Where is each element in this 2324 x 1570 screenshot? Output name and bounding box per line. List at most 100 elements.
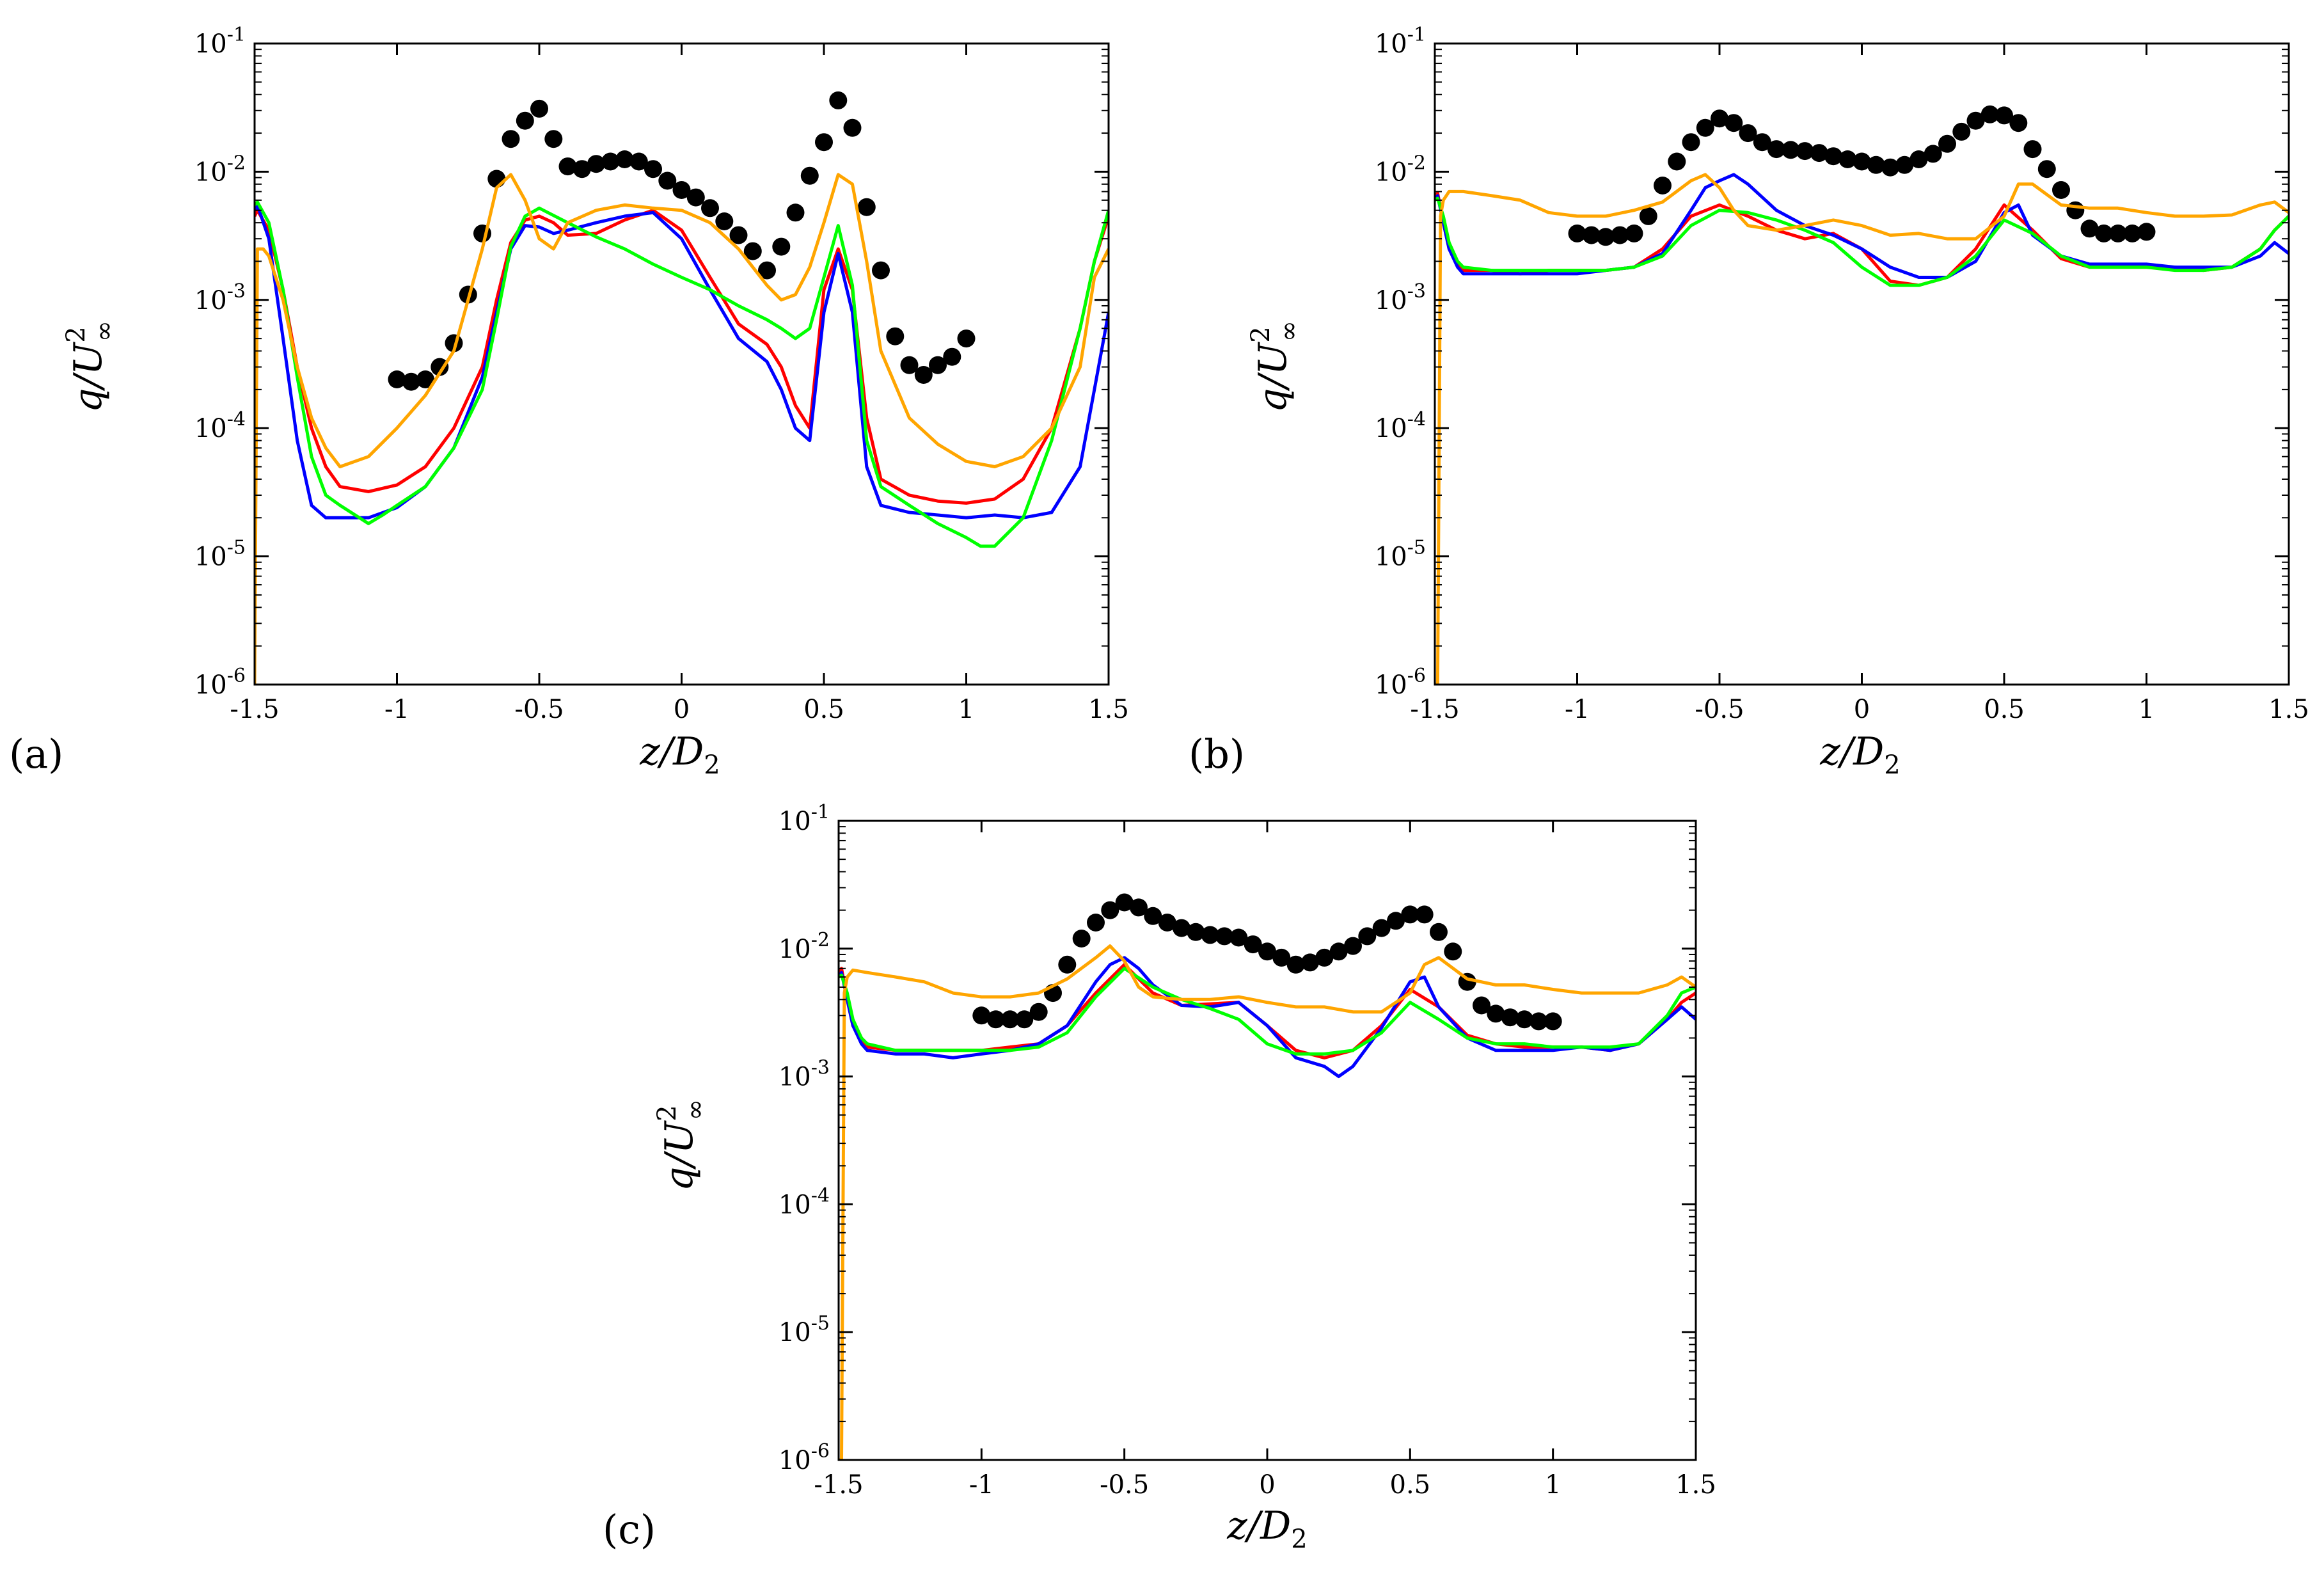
x-tick-label: 0 [1854,695,1870,724]
data-marker [1782,141,1800,159]
panel-label: (c) [603,1506,656,1553]
data-marker [587,155,605,173]
series-line-2 [839,956,1696,1079]
data-marker [715,212,734,230]
x-tick-label: 1.5 [1675,1470,1716,1500]
data-marker [1430,923,1448,941]
data-marker [1201,926,1219,944]
data-marker [1810,144,1828,163]
data-marker [1315,948,1334,967]
plot-area [255,91,1109,685]
svg-text:q/U2∞: q/U2∞ [61,321,119,413]
y-tick-label: 10-2 [1375,152,1426,187]
y-tick-label: 10-5 [1375,537,1426,572]
data-marker [1895,155,1914,174]
data-marker [487,170,506,188]
x-tick-label: 1 [958,695,974,724]
data-marker [743,242,762,260]
y-tick-label: 10-3 [1375,280,1426,315]
y-tick-label: 10-1 [1375,24,1426,59]
data-marker [1853,152,1871,171]
data-marker [2037,160,2056,178]
data-marker [2123,224,2142,242]
data-marker [416,370,434,388]
data-marker [672,181,691,199]
x-tick-label: -1.5 [814,1470,863,1500]
panel-c: -1.5 -1 -0.5 0 0.5 1 1.5 10-6 10-5 10-4 10-3 10-2 10… [603,801,1716,1554]
series-line-3 [255,200,1109,548]
data-marker [1924,145,1942,163]
panel-b: -1.5 -1 -0.5 0 0.5 1 1.5 10-6 10-5 10-4 10-3 10-2 10… [1189,24,2309,780]
data-marker [2052,181,2070,199]
x-tick-label: 0.5 [803,695,844,724]
series-line-2 [255,203,1109,519]
data-marker [972,1006,991,1025]
y-tick-label: 10-6 [779,1440,830,1475]
data-marker [1838,150,1857,168]
data-marker [1058,955,1077,974]
data-marker [1711,109,1728,128]
data-marker [1301,953,1319,972]
x-tick-label: 0.5 [1984,695,2025,724]
plot-frame [837,820,1697,1461]
data-marker [1966,111,1985,130]
data-marker [2066,201,2085,219]
data-marker [1639,207,1657,225]
data-marker [1015,1010,1034,1029]
data-marker [1654,177,1672,194]
data-marker [431,358,449,376]
data-marker [1696,118,1714,137]
data-marker [1568,224,1586,242]
data-marker [1530,1012,1548,1031]
y-tick-label: 10-4 [194,408,246,443]
x-axis-label: z/D2 [639,729,720,780]
data-marker [914,366,933,384]
data-marker [786,203,805,222]
data-marker [1244,935,1262,954]
series-line-4 [255,173,1109,685]
x-axis-label: z/D2 [1226,1503,1307,1554]
x-tick-label: -0.5 [1695,695,1744,724]
data-marker [1087,914,1105,932]
data-marker [1980,105,1999,123]
data-marker [1229,928,1248,947]
data-marker [957,329,976,348]
x-tick-label: -1 [1565,695,1590,724]
series-line-1 [255,209,1109,505]
data-marker [1753,133,1771,152]
x-tick-label: 1.5 [2268,695,2309,724]
data-marker [1881,158,1899,177]
data-marker [502,130,520,148]
panel-a: -1.5 -1 -0.5 0 0.5 1 1.5 10-6 10-5 10-4 10-3 10-2 10… [9,24,1129,780]
x-axis-label: z/D2 [1819,729,1900,780]
data-marker [1909,150,1928,168]
data-marker [1272,948,1291,967]
data-marker [686,188,705,207]
data-marker [2137,223,2156,241]
data-marker [1329,942,1348,961]
x-tick-label: -1 [969,1470,994,1500]
data-marker [843,118,862,137]
data-marker [943,347,961,366]
data-marker [1725,114,1743,132]
y-tick-label: 10-6 [1375,665,1426,700]
data-marker [629,152,648,171]
series-line-3 [839,967,1696,1056]
data-marker [1824,147,1842,166]
y-tick-label: 10-5 [194,537,246,572]
data-marker [2094,224,2113,242]
data-marker [929,356,947,374]
y-tick-label: 10-2 [779,929,830,964]
x-tick-label: 0.5 [1390,1470,1431,1500]
data-marker [1682,133,1700,152]
data-marker [986,1010,1005,1029]
data-marker [2023,140,2042,159]
data-marker [1101,901,1119,919]
data-marker [829,91,848,109]
data-marker [1415,905,1434,924]
data-marker [857,198,876,216]
data-marker [1401,905,1419,924]
data-marker [1796,142,1814,161]
data-marker [1995,106,2013,125]
